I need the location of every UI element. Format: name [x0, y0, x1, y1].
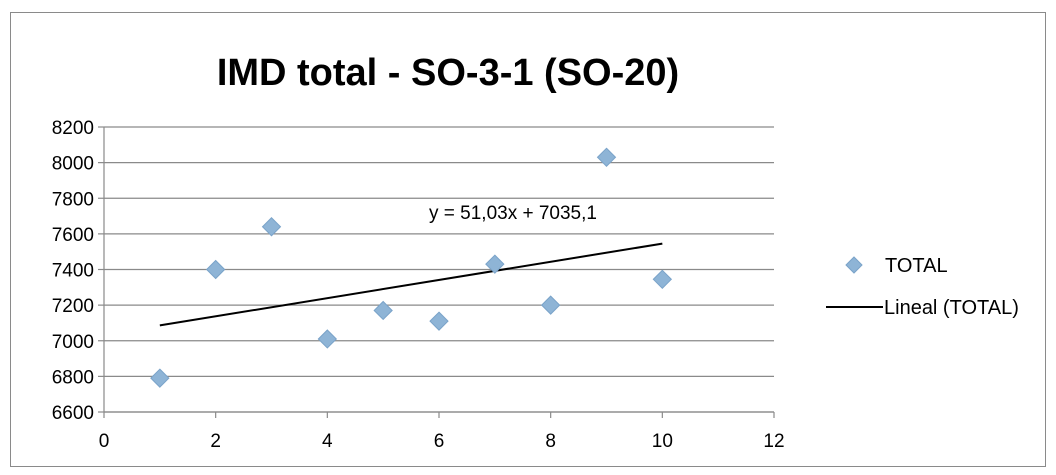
x-tick-label: 0	[99, 431, 110, 452]
y-tick-label: 8000	[52, 154, 94, 175]
data-point	[205, 259, 226, 280]
x-tick-label: 12	[763, 431, 784, 452]
y-tick-label: 7600	[52, 225, 94, 246]
legend-label-total: TOTAL	[885, 255, 948, 277]
y-tick-label: 7800	[52, 189, 94, 210]
data-point	[485, 254, 505, 274]
y-tick-label: 6600	[52, 403, 94, 424]
data-point	[596, 147, 617, 167]
chart-title: IMD total - SO-3-1 (SO-20)	[217, 52, 679, 94]
legend-label-trend: Lineal (TOTAL)	[884, 297, 1019, 319]
grid-lines	[98, 126, 774, 413]
data-point	[540, 295, 561, 315]
x-tick-label: 4	[322, 431, 333, 452]
trendline-equation: y = 51,03x + 7035,1	[429, 203, 597, 224]
chart-frame: IMD total - SO-3-1 (SO-20) 6600 6800 7000 7…	[10, 12, 1046, 467]
x-tick-label: 2	[210, 431, 221, 452]
x-tick-label: 8	[545, 431, 556, 452]
y-tick-label: 7200	[52, 296, 94, 317]
data-point	[150, 368, 170, 388]
axes	[103, 127, 775, 418]
y-tick-label: 8200	[52, 118, 94, 139]
y-tick-label: 6800	[52, 367, 94, 388]
x-tick-label: 6	[434, 431, 445, 452]
data-points	[150, 147, 673, 388]
trendline	[159, 242, 663, 327]
y-tick-label: 7000	[52, 332, 94, 353]
y-tick-labels: 6600 6800 7000 7200 7400 7600 7800 8000 8200	[52, 118, 94, 424]
data-point	[373, 300, 393, 321]
data-point	[317, 329, 338, 349]
y-tick-label: 7400	[52, 261, 94, 282]
x-tick-labels: 0 2 4 6 8 10 12	[99, 431, 785, 452]
legend-marker-total	[845, 256, 863, 274]
data-point	[261, 217, 282, 237]
x-tick-label: 10	[652, 431, 673, 452]
data-point	[429, 311, 449, 331]
legend: TOTAL Lineal (TOTAL)	[826, 255, 1019, 319]
scatter-chart: IMD total - SO-3-1 (SO-20) 6600 6800 7000 7…	[52, 52, 1019, 452]
trendline-layer	[159, 242, 663, 327]
data-point	[652, 269, 673, 290]
